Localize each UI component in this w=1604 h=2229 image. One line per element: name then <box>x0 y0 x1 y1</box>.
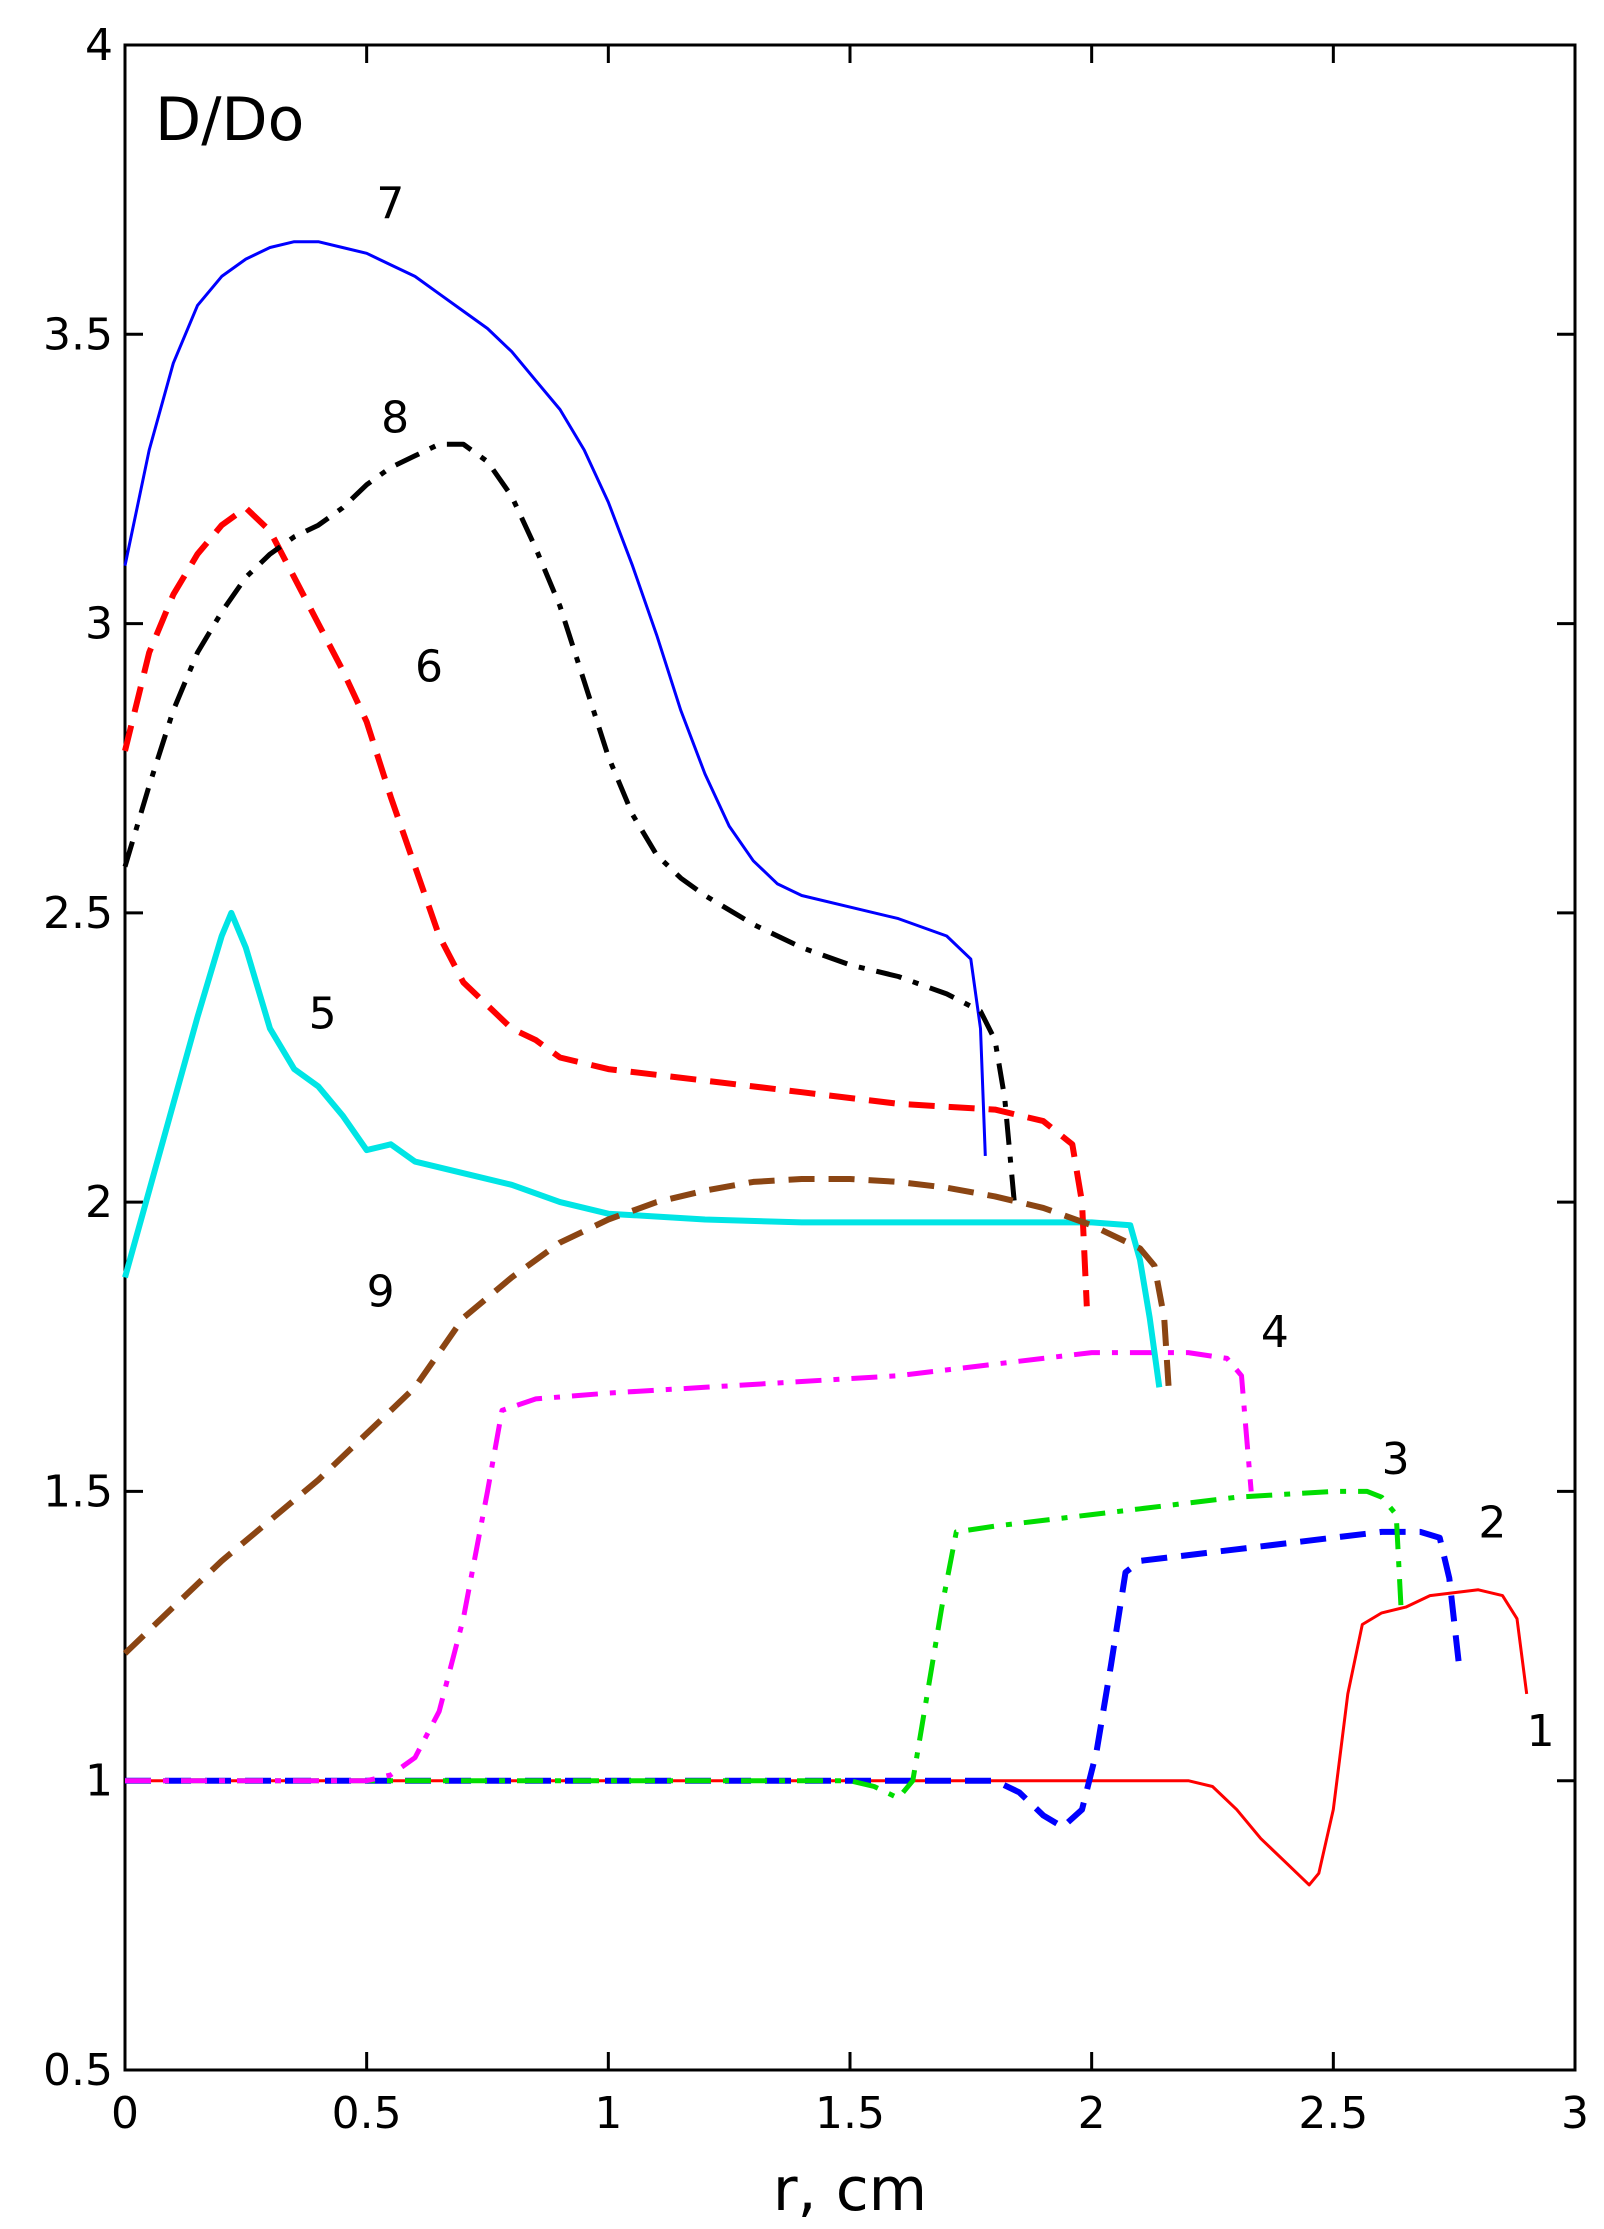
y-tick-label: 3.5 <box>43 309 113 360</box>
series-line-9 <box>122 1176 1172 1656</box>
series-label-9: 9 <box>367 1266 395 1317</box>
series-line-2 <box>125 1528 1462 1830</box>
plot-frame <box>123 43 1577 2072</box>
x-tick-label: 0 <box>111 2088 139 2139</box>
x-tick-label: 1.5 <box>815 2088 885 2139</box>
series-group <box>122 240 1529 1887</box>
x-tick-label: 0.5 <box>332 2088 402 2139</box>
series-line-3 <box>125 1488 1404 1801</box>
x-axis-title: r, cm <box>773 2155 927 2225</box>
y-tick-label: 0.5 <box>43 2045 113 2096</box>
series-label-7: 7 <box>376 179 404 230</box>
y-tick-label: 2.5 <box>43 888 113 939</box>
series-line-8 <box>122 441 1017 1203</box>
series-label-1: 1 <box>1527 1706 1555 1757</box>
axis-tick-labels: 0 0.5 1 1.5 2 2.5 30.511.522.533.54 <box>43 20 1589 2139</box>
y-tick-label: 1.5 <box>43 1466 113 1517</box>
y-tick-label: 3 <box>85 599 113 650</box>
y-tick-label: 1 <box>85 1756 113 1807</box>
axis-ticks <box>123 43 1577 2072</box>
series-label-6: 6 <box>415 641 443 692</box>
series-line-6 <box>122 504 1090 1307</box>
series-line-4 <box>125 1350 1254 1784</box>
series-label-3: 3 <box>1382 1434 1410 1485</box>
series-line-5 <box>122 909 1163 1388</box>
series-label-8: 8 <box>381 393 409 444</box>
x-tick-label: 2.5 <box>1298 2088 1368 2139</box>
x-tick-label: 2 <box>1078 2088 1106 2139</box>
series-labels: 1 2 3 4 5 6 7 8 9 <box>309 179 1555 1757</box>
series-label-4: 4 <box>1261 1307 1289 1358</box>
y-tick-label: 2 <box>85 1177 113 1228</box>
x-tick-label: 1 <box>594 2088 622 2139</box>
y-axis-title: D/Do <box>155 85 304 155</box>
y-tick-label: 4 <box>85 20 113 71</box>
series-line-1 <box>125 1588 1529 1887</box>
series-label-2: 2 <box>1478 1498 1506 1549</box>
series-line-7 <box>123 240 987 1156</box>
x-tick-label: 3 <box>1561 2088 1589 2139</box>
series-label-5: 5 <box>309 989 337 1040</box>
